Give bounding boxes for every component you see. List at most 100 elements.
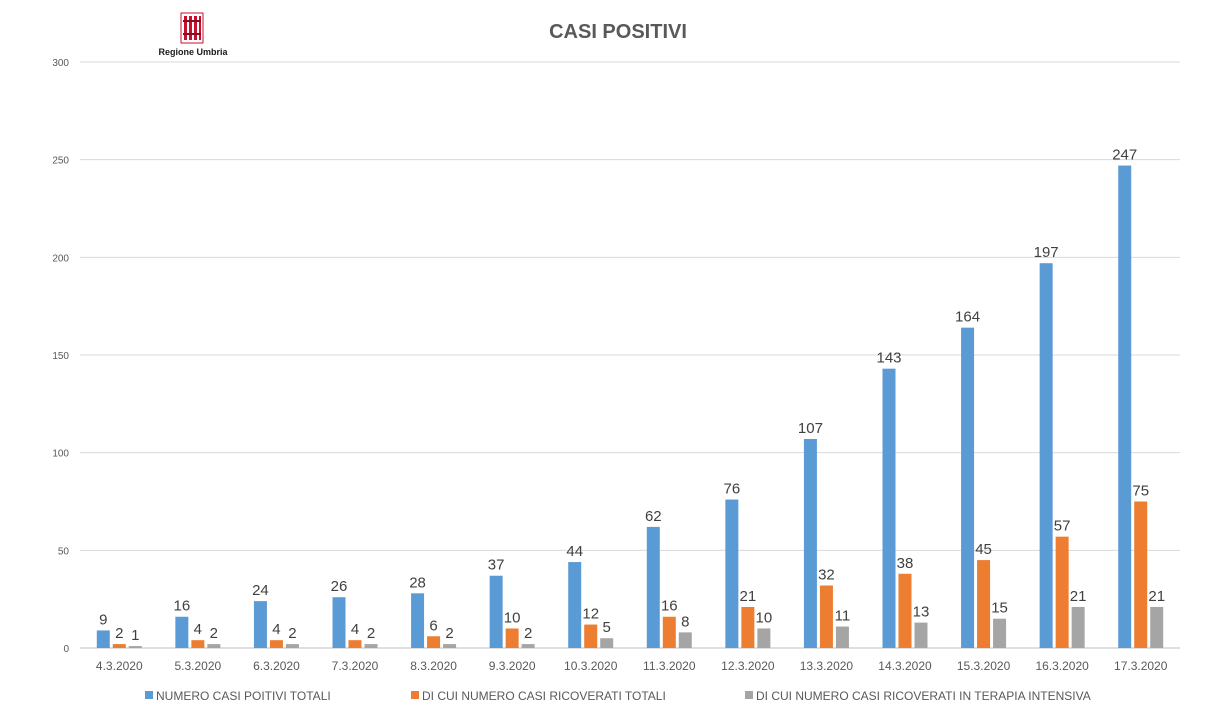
data-label: 16	[174, 598, 191, 615]
logo-text: Regione Umbria	[158, 47, 228, 57]
data-label: 45	[975, 541, 992, 558]
bar-series-2	[584, 624, 598, 648]
bar-series-3	[521, 644, 535, 648]
x-tick-label: 9.3.2020	[489, 659, 536, 673]
data-label: 21	[740, 588, 757, 605]
x-tick-label: 6.3.2020	[253, 659, 300, 673]
bar-series-3	[757, 628, 771, 648]
data-label: 38	[897, 555, 914, 572]
data-label: 2	[288, 625, 296, 642]
y-tick-label: 100	[52, 449, 69, 460]
legend-label: DI CUI NUMERO CASI RICOVERATI IN TERAPIA…	[756, 689, 1091, 703]
bar-series-1	[1039, 263, 1053, 648]
data-label: 2	[115, 625, 123, 642]
bar-series-1	[96, 630, 110, 648]
data-label: 197	[1034, 244, 1059, 261]
legend-item: NUMERO CASI POITIVI TOTALI	[145, 689, 331, 703]
data-label: 6	[429, 617, 437, 634]
x-tick-label: 14.3.2020	[878, 659, 932, 673]
chart-title: CASI POSITIVI	[549, 21, 687, 43]
data-label: 4	[351, 621, 359, 638]
data-label: 62	[645, 508, 662, 525]
x-tick-label: 15.3.2020	[957, 659, 1011, 673]
bar-series-3	[207, 644, 221, 648]
y-tick-label: 150	[52, 351, 69, 362]
bar-series-3	[285, 644, 299, 648]
y-tick-label: 250	[52, 156, 69, 167]
legend-item: DI CUI NUMERO CASI RICOVERATI IN TERAPIA…	[745, 689, 1091, 703]
y-tick-label: 300	[52, 58, 69, 69]
bar-series-1	[646, 526, 660, 648]
bar-series-2	[505, 628, 519, 648]
y-tick-label: 200	[52, 253, 69, 264]
data-label: 4	[272, 621, 280, 638]
data-label: 2	[445, 625, 453, 642]
data-label: 107	[798, 420, 823, 437]
legend: NUMERO CASI POITIVI TOTALI DI CUI NUMERO …	[145, 689, 1091, 703]
data-label: 2	[367, 625, 375, 642]
bar-series-1	[411, 593, 425, 648]
bar-group: 164 45 15	[955, 309, 1008, 648]
bar-series-2	[427, 636, 441, 648]
x-tick-label: 16.3.2020	[1035, 659, 1089, 673]
bar-series-1	[568, 562, 582, 648]
bar-series-1	[489, 575, 503, 648]
bar-series-3	[1071, 606, 1085, 648]
bar-group: 62 168	[645, 508, 692, 648]
bar-series-1	[1118, 165, 1132, 648]
bar-series-2	[662, 616, 676, 648]
data-label: 2	[210, 625, 218, 642]
bar-group: 164 2	[174, 598, 221, 648]
data-label: 10	[504, 609, 521, 626]
data-label: 4	[194, 621, 202, 638]
bar-series-2	[348, 640, 362, 648]
bar-series-2	[819, 585, 833, 648]
bar-series-1	[253, 601, 267, 648]
legend-swatch	[745, 691, 753, 699]
bar-group: 26 4 2	[331, 578, 378, 648]
bar-group: 37 102	[488, 557, 535, 648]
data-label: 12	[582, 606, 599, 623]
bar-series-2	[112, 644, 126, 648]
data-label: 28	[409, 574, 426, 591]
data-label: 5	[603, 619, 611, 636]
data-label: 164	[955, 309, 980, 326]
x-tick-label: 17.3.2020	[1114, 659, 1168, 673]
bar-series-3	[914, 622, 928, 648]
data-label: 143	[876, 350, 901, 367]
bar-series-2	[191, 640, 205, 648]
x-tick-label: 5.3.2020	[174, 659, 221, 673]
bar-series-2	[898, 573, 912, 648]
bar-series-1	[725, 499, 739, 648]
bar-series-1	[961, 327, 975, 648]
data-label: 76	[724, 481, 741, 498]
gridlines	[80, 61, 1180, 649]
data-label: 21	[1070, 588, 1087, 605]
bar-group: 76 21 10	[724, 481, 772, 648]
bar-group: 107 32 11	[798, 420, 850, 648]
x-tick-label: 4.3.2020	[96, 659, 143, 673]
bar-series-3	[678, 632, 692, 648]
bar-series-3	[600, 638, 614, 648]
bar-series-2	[977, 560, 991, 648]
x-tick-label: 8.3.2020	[410, 659, 457, 673]
regione-umbria-emblem-icon	[180, 12, 204, 44]
bar-group: 247 75 21	[1112, 147, 1165, 648]
bar-group: 24 4 2	[252, 582, 299, 648]
data-label: 8	[681, 613, 689, 630]
logo: Regione Umbria	[158, 12, 228, 57]
data-label: 247	[1112, 147, 1137, 164]
bar-series-3	[128, 646, 142, 648]
bar-series-3	[364, 644, 378, 648]
data-label: 13	[913, 604, 930, 621]
bar-series-3	[835, 626, 849, 648]
bar-series-2	[1055, 536, 1069, 648]
data-label: 26	[331, 578, 348, 595]
legend-item: DI CUI NUMERO CASI RICOVERATI TOTALI	[411, 689, 666, 703]
bar-series-1	[332, 597, 346, 648]
bar-series-1	[803, 438, 817, 648]
data-label: 9	[99, 611, 107, 628]
bar-group: 143 38 13	[876, 350, 929, 648]
bar-series-3	[1150, 606, 1164, 648]
